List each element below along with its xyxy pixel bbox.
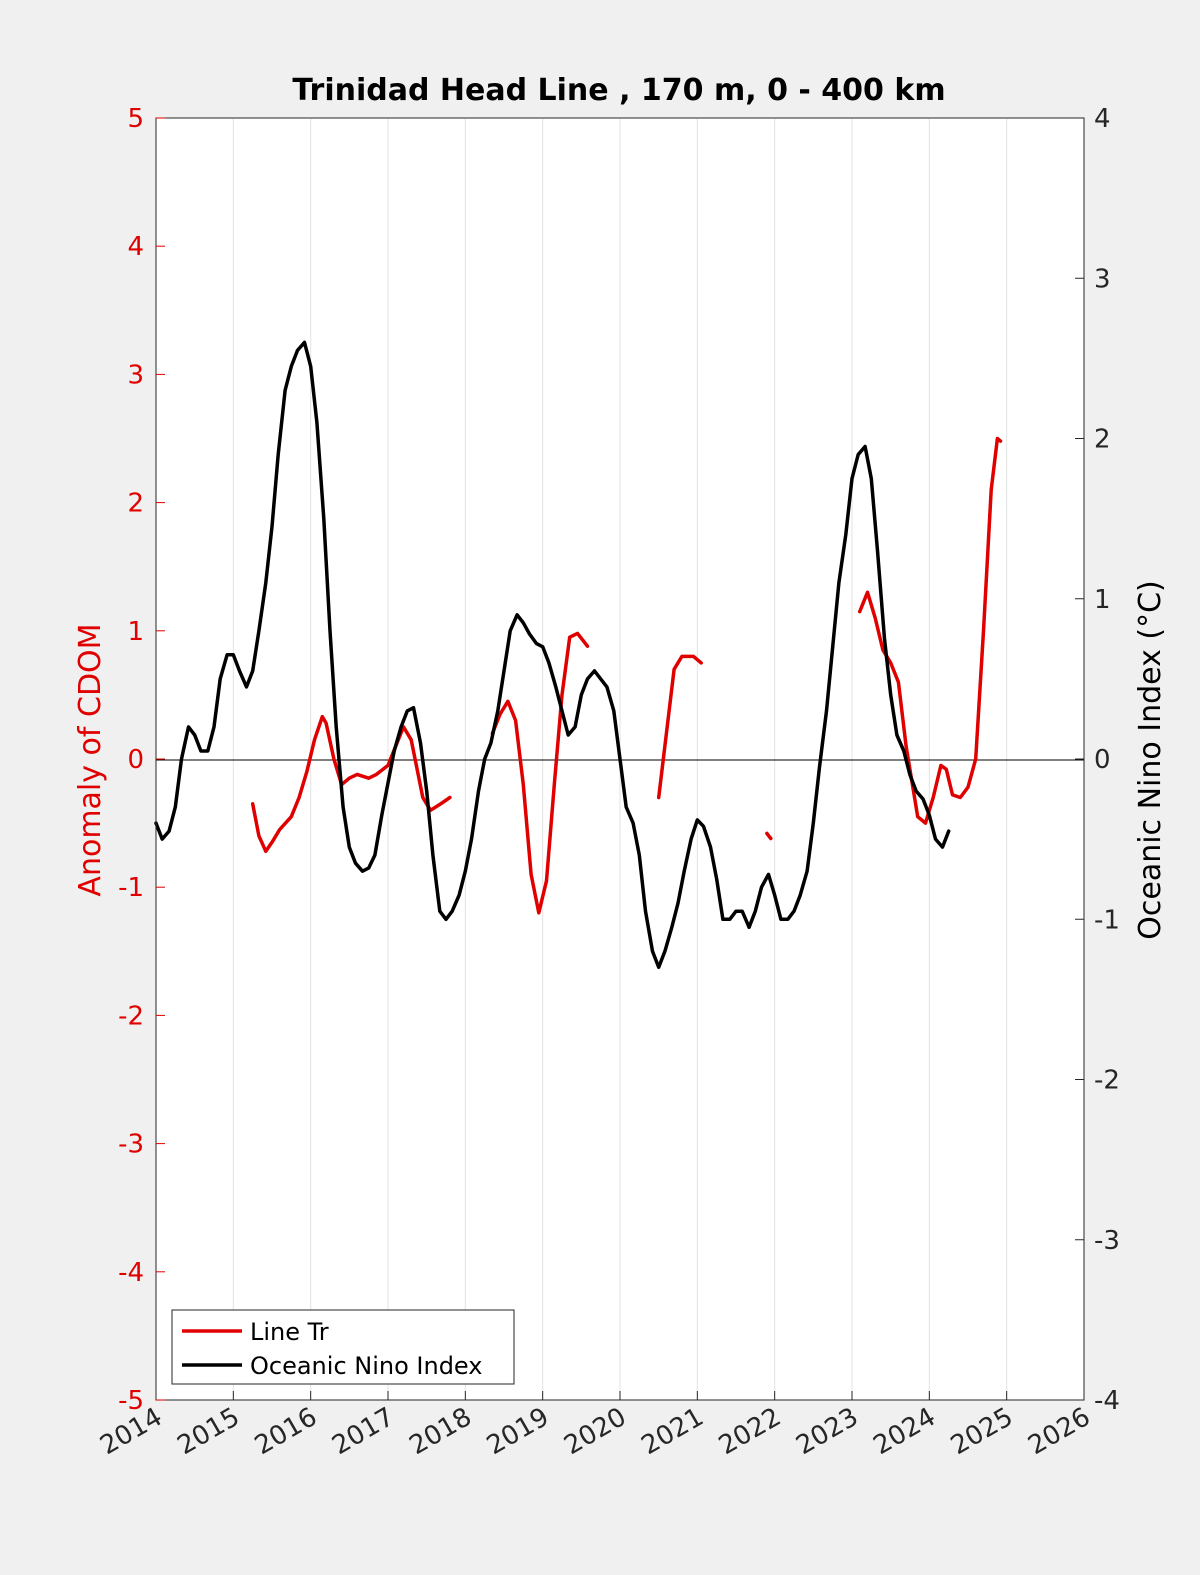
legend-box (171, 1309, 515, 1385)
cdom-line-segment-2 (656, 654, 703, 800)
y-right-tick-label: 3 (1094, 264, 1111, 294)
y-left-tick-label: 1 (127, 617, 144, 647)
y-left-tick-label: 5 (127, 104, 144, 134)
y-right-tick-label: -4 (1094, 1386, 1120, 1416)
y-axis-left-label: Anomaly of CDOM (73, 623, 108, 896)
y-right-tick-label: 4 (1094, 104, 1111, 134)
chart-title: Trinidad Head Line , 170 m, 0 - 400 km (292, 73, 945, 108)
y-left-tick-label: -5 (118, 1386, 144, 1416)
y-axis-left: 5 4 3 2 1 0 -1 -2 -3 -4 -5 (118, 104, 165, 1416)
legend: Line Tr Oceanic Nino Index (171, 1309, 515, 1385)
y-right-tick-label: 0 (1094, 745, 1111, 775)
y-left-tick-label: 2 (127, 489, 144, 519)
cdom-line-segment-1 (490, 631, 590, 915)
y-right-tick-label: 2 (1094, 425, 1111, 455)
y-axis-right: 4 3 2 1 0 -1 -2 -3 -4 (1075, 104, 1120, 1416)
legend-label-oni: Oceanic Nino Index (250, 1352, 482, 1380)
y-right-tick-label: -2 (1094, 1066, 1120, 1096)
y-left-tick-label: -3 (118, 1130, 144, 1160)
y-right-tick-label: -1 (1094, 905, 1120, 935)
legend-label-line-tr: Line Tr (250, 1318, 329, 1346)
series-lines (154, 340, 1003, 970)
y-left-tick-label: -2 (118, 1001, 144, 1031)
cdom-line-segment-3 (765, 831, 773, 841)
y-left-tick-label: 3 (127, 360, 144, 390)
y-right-tick-label: 1 (1094, 585, 1111, 615)
grid-lines (232, 118, 1008, 1400)
y-left-tick-label: 0 (127, 745, 144, 775)
y-left-tick-label: -4 (118, 1258, 144, 1288)
y-left-tick-label: -1 (118, 873, 144, 903)
y-right-tick-label: -3 (1094, 1226, 1120, 1256)
cdom-line-segment-4 (857, 436, 1003, 825)
oni-line-segment-0 (154, 340, 951, 970)
y-left-tick-label: 4 (127, 232, 144, 262)
y-axis-right-label: Oceanic Nino Index (°C) (1133, 580, 1168, 940)
